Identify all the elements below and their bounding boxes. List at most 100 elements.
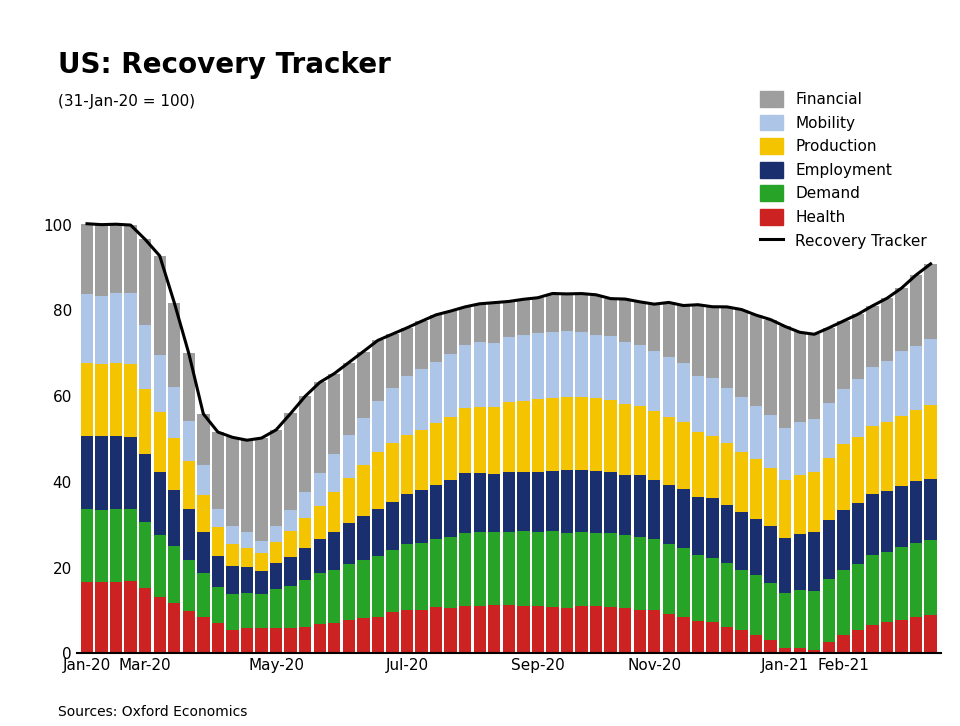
Bar — [473, 343, 486, 407]
Bar — [837, 388, 850, 444]
Bar — [357, 351, 370, 417]
Bar — [488, 303, 500, 343]
Bar — [255, 571, 268, 594]
Bar — [109, 510, 122, 582]
Bar — [750, 459, 762, 518]
Bar — [692, 555, 704, 621]
Bar — [197, 532, 209, 573]
Bar — [735, 513, 748, 569]
Bar — [924, 339, 937, 405]
Bar — [328, 454, 341, 492]
Bar — [866, 494, 878, 555]
Bar — [662, 357, 675, 417]
Bar — [416, 542, 428, 610]
Bar — [546, 470, 559, 531]
Bar — [488, 532, 500, 605]
Bar — [459, 606, 471, 653]
Bar — [430, 315, 443, 362]
Bar — [299, 518, 311, 548]
Bar — [823, 521, 835, 579]
Bar — [910, 617, 923, 653]
Bar — [139, 388, 152, 454]
Bar — [227, 594, 239, 629]
Bar — [823, 642, 835, 653]
Bar — [400, 610, 413, 653]
Bar — [357, 465, 370, 516]
Bar — [517, 299, 530, 335]
Bar — [430, 423, 443, 485]
Bar — [400, 376, 413, 435]
Bar — [605, 472, 617, 534]
Bar — [430, 607, 443, 653]
Bar — [662, 613, 675, 653]
Bar — [561, 533, 573, 608]
Bar — [910, 481, 923, 543]
Bar — [764, 583, 777, 640]
Bar — [823, 458, 835, 521]
Bar — [416, 610, 428, 653]
Bar — [168, 547, 180, 603]
Bar — [561, 608, 573, 653]
Bar — [314, 383, 325, 473]
Bar — [255, 541, 268, 553]
Bar — [168, 603, 180, 653]
Bar — [212, 587, 224, 623]
Bar — [881, 552, 893, 621]
Bar — [764, 319, 777, 415]
Bar — [197, 465, 209, 495]
Bar — [779, 538, 791, 592]
Bar — [241, 532, 253, 548]
Bar — [517, 531, 530, 606]
Bar — [386, 612, 398, 653]
Bar — [139, 589, 152, 653]
Bar — [634, 345, 646, 406]
Bar — [473, 473, 486, 532]
Bar — [212, 527, 224, 556]
Bar — [81, 224, 93, 293]
Text: Sources: Oxford Economics: Sources: Oxford Economics — [58, 705, 247, 719]
Bar — [750, 635, 762, 653]
Bar — [575, 293, 588, 332]
Bar — [677, 489, 689, 548]
Bar — [168, 303, 180, 386]
Bar — [314, 473, 325, 506]
Bar — [400, 494, 413, 544]
Bar — [808, 419, 821, 472]
Bar — [139, 522, 152, 589]
Bar — [473, 532, 486, 606]
Bar — [808, 650, 821, 653]
Bar — [503, 605, 515, 653]
Bar — [372, 340, 384, 401]
Bar — [270, 563, 282, 589]
Bar — [721, 627, 733, 653]
Bar — [430, 539, 443, 607]
Bar — [488, 407, 500, 473]
Bar — [764, 640, 777, 653]
Bar — [881, 491, 893, 552]
Bar — [328, 492, 341, 531]
Recovery Tracker — [110, 220, 122, 229]
Bar — [619, 342, 632, 404]
Bar — [896, 547, 908, 619]
Bar — [808, 334, 821, 419]
Bar — [764, 526, 777, 583]
Bar — [212, 556, 224, 587]
Recovery Tracker — [241, 436, 252, 444]
Bar — [721, 443, 733, 505]
Bar — [416, 490, 428, 542]
Bar — [212, 509, 224, 527]
Bar — [589, 335, 602, 398]
Bar — [546, 332, 559, 398]
Bar — [503, 402, 515, 472]
Text: (31-Jan-20 = 100): (31-Jan-20 = 100) — [58, 94, 195, 110]
Bar — [328, 374, 341, 454]
Bar — [532, 472, 544, 531]
Bar — [662, 303, 675, 357]
Bar — [284, 558, 297, 586]
Bar — [517, 606, 530, 653]
Bar — [154, 597, 166, 653]
Bar — [255, 629, 268, 653]
Recovery Tracker — [314, 378, 325, 387]
Bar — [808, 532, 821, 591]
Bar — [662, 485, 675, 544]
